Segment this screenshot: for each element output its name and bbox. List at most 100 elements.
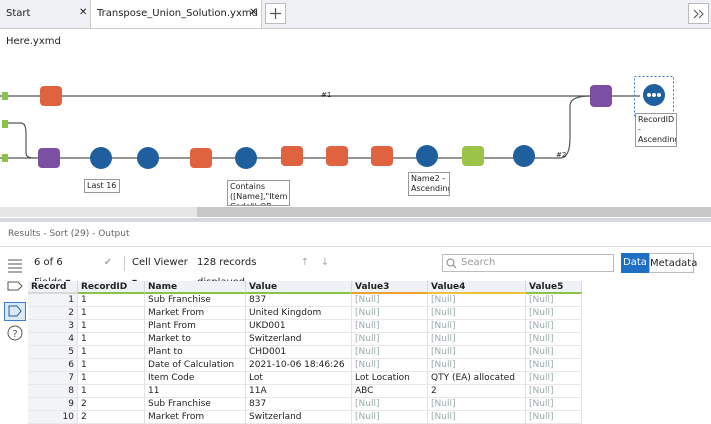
column-header: Value3 [352,281,428,294]
results-table: Record RecordID Name Value Value3 Value4 Value… [28,281,582,424]
close-icon[interactable]: ✕ [249,7,258,18]
row-number: 9 [28,398,78,411]
table-cell: Sub Franchise [145,294,246,307]
table-cell: 2021-10-06 18:46:26 [246,359,352,372]
column-header: Value4 [428,281,526,294]
results-title: Results - Sort (29) - Output [8,229,130,239]
separator [124,256,125,271]
table-cell: Lot Location [352,372,428,385]
annotation: Name2 - Ascending [408,172,450,196]
new-tab-button[interactable] [265,3,287,25]
table-cell: 1 [78,359,145,372]
table-cell: 1 [78,294,145,307]
table-cell: [Null] [352,307,428,320]
connection-label: #1 [321,91,332,99]
tab[interactable]: Start Here.yxmd [6,8,61,47]
table-cell: [Null] [352,359,428,372]
table-cell: [Null] [352,294,428,307]
table-cell: [Null] [428,346,526,359]
prev-button[interactable]: ↑ [300,257,310,268]
row-number: 2 [28,307,78,320]
table-cell: 1 [78,385,145,398]
workflow-canvas [0,76,711,217]
table-cell: [Null] [526,411,582,424]
table-cell: CHD001 [246,346,352,359]
table-cell: 1 [78,333,145,346]
divider [0,246,711,247]
table-cell: 1 [78,346,145,359]
next-button[interactable]: ↓ [320,257,330,268]
table-cell: Switzerland [246,411,352,424]
table-cell: 1 [78,307,145,320]
table-cell: Market From [145,307,246,320]
table-cell: [Null] [526,372,582,385]
column-header: Value5 [526,281,582,294]
table-cell: [Null] [352,346,428,359]
table-cell: [Null] [526,307,582,320]
viewer-dropdown[interactable]: Cell Viewer ▾ [132,257,188,288]
table-cell: [Null] [428,411,526,424]
table-cell: Market From [145,411,246,424]
search-icon [446,258,457,269]
splitter[interactable] [0,218,711,222]
table-cell: UKD001 [246,320,352,333]
table-cell: [Null] [526,333,582,346]
svg-text:?: ? [12,329,17,340]
table-cell: [Null] [428,359,526,372]
table-cell: Plant to [145,346,246,359]
column-header: Name [145,281,246,294]
table-cell: 1 [78,372,145,385]
column-header: Record [28,281,78,294]
table-cell: [Null] [526,398,582,411]
table-cell: QTY (EA) allocated [428,372,526,385]
table-cell: [Null] [428,294,526,307]
table-cell: Item Code [145,372,246,385]
search-box[interactable]: Search [442,254,614,272]
connection-label: #2 [556,151,567,159]
table-cell: [Null] [526,359,582,372]
row-number: 8 [28,385,78,398]
column-header: RecordID [78,281,145,294]
row-number: 6 [28,359,78,372]
table-cell: 2 [428,385,526,398]
table-cell: [Null] [428,333,526,346]
tool-icons[interactable] [38,76,674,170]
record-count: 128 records displayed [197,257,257,288]
table-cell: 837 [246,398,352,411]
table-cell: [Null] [428,398,526,411]
row-number: 10 [28,411,78,424]
table-cell: ABC [352,385,428,398]
table-cell: 11A [246,385,352,398]
table-cell: [Null] [428,320,526,333]
side-icons[interactable]: ? [4,256,26,346]
table-cell: Date of Calculation [145,359,246,372]
table-cell: [Null] [352,320,428,333]
table-cell: 11 [145,385,246,398]
table-cell: Lot [246,372,352,385]
fields-dropdown[interactable]: 6 of 6 Fields ▾ [34,257,71,288]
annotation: Contains ([Name],"Item Code") OR [227,180,290,206]
metadata-view-button[interactable]: Metadata [649,253,697,273]
data-view-button[interactable]: Data [621,253,649,273]
apply-check[interactable]: ✔ [103,257,113,268]
table-cell: United Kingdom [246,307,352,320]
tab-active[interactable]: Transpose_Union_Solution.yxmd [90,0,262,28]
table-cell: Switzerland [246,333,352,346]
close-icon[interactable]: ✕ [79,7,88,18]
table-cell: [Null] [526,346,582,359]
overflow-button[interactable] [688,3,710,25]
row-number: 7 [28,372,78,385]
table-cell: [Null] [428,307,526,320]
table-cell: [Null] [352,398,428,411]
annotation: RecordID - Ascending [635,113,677,147]
table-cell: 1 [78,320,145,333]
table-cell: [Null] [526,320,582,333]
table-cell: Market to [145,333,246,346]
column-header: Value [246,281,352,294]
table-cell: [Null] [352,411,428,424]
row-number: 4 [28,333,78,346]
row-number: 3 [28,320,78,333]
row-number: 5 [28,346,78,359]
annotation: Last 16 [84,179,120,193]
